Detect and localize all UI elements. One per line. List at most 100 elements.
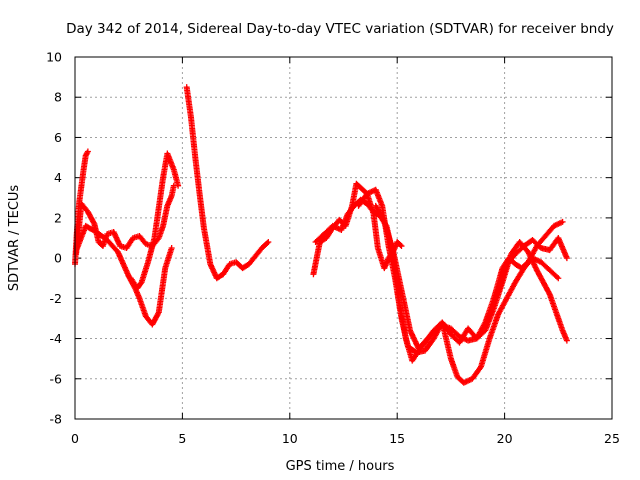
data-point-marker [168,245,175,252]
data-point-marker [482,306,497,334]
data-point-marker [138,260,151,286]
data-point-marker [245,254,258,268]
data-point-marker [426,322,443,340]
data-point-marker [164,150,177,172]
y-tick-label: 10 [46,50,62,65]
x-tick-label: 0 [71,431,79,446]
data-point-marker [563,337,570,344]
data-point-marker [525,249,540,272]
data-point-marker [495,262,510,296]
y-tick-label: -4 [50,331,63,346]
data-point-marker [110,228,123,248]
data-point-marker [338,212,351,233]
chart-title: Day 342 of 2014, Sidereal Day-to-day VTE… [66,21,614,37]
data-point-marker [447,325,462,339]
data-point-marker [312,232,326,246]
data-point-marker [207,261,220,280]
data-point-marker [482,296,497,326]
grid-layer [75,57,612,419]
data-point-marker [104,237,120,254]
data-point-marker [196,190,207,230]
data-point-marker [486,312,501,342]
data-series-trace-h [355,186,562,386]
data-point-marker [136,295,149,318]
data-point-marker [372,202,387,224]
data-point-marker [220,262,232,278]
data-point-marker [555,235,570,260]
data-point-marker [392,275,405,320]
data-point-marker [93,228,109,243]
data-point-marker [398,287,413,332]
data-point-marker [78,168,87,189]
data-point-marker [447,355,460,379]
data-point-marker [407,327,422,351]
data-point-marker [329,222,343,233]
data-point-marker [477,337,493,370]
y-tick-label: -2 [50,291,62,306]
data-point-marker [563,255,570,262]
data-point-marker [344,204,357,217]
data-point-marker [265,239,272,246]
data-point-marker [252,246,264,260]
data-point-marker [538,259,552,273]
data-point-marker [540,279,552,296]
data-point-marker [310,240,323,278]
data-point-marker [239,261,251,272]
data-point-marker [192,154,203,196]
data-point-marker [512,266,527,286]
data-point-marker [213,272,225,282]
data-point-marker [74,224,89,252]
data-series-trace-e [183,84,272,282]
x-tick-label: 15 [389,431,405,446]
y-tick-label: -6 [50,371,63,386]
data-point-marker [82,149,91,159]
data-point-marker [183,84,194,119]
data-point-marker [155,176,166,211]
y-tick-label: 8 [54,90,62,105]
data-point-marker [512,244,526,258]
data-point-marker [503,280,518,302]
y-tick-label: 4 [54,170,62,185]
data-point-marker [381,218,396,252]
data-point-marker [551,219,565,229]
x-axis-label: GPS time / hours [286,459,395,474]
data-point-marker [353,180,363,190]
data-series-trace-i [372,202,570,352]
data-point-marker [422,336,436,354]
data-point-marker [200,224,214,266]
data-point-marker [160,204,171,229]
data-point-marker [84,148,91,155]
data-point-marker [136,232,148,246]
data-point-marker [258,240,271,252]
data-point-marker [155,266,168,316]
data-point-marker [162,246,175,272]
data-point-marker [555,275,562,282]
data-point-marker [78,200,90,214]
data-point-marker [84,208,97,226]
data-point-marker [394,239,404,249]
x-tick-label: 25 [604,431,620,446]
data-point-marker [145,236,158,266]
data-layer [72,84,570,386]
y-tick-label: 0 [54,251,62,266]
data-point-marker [542,224,556,239]
y-tick-label: -8 [50,412,63,427]
data-point-marker [546,267,561,281]
data-point-marker [123,236,136,252]
data-point-marker [398,315,411,349]
data-point-marker [151,206,162,241]
data-point-marker [364,200,376,214]
data-point-marker [364,187,378,197]
data-point-marker [533,267,546,284]
data-point-marker [529,237,543,250]
data-point-marker [398,243,405,250]
x-tick-label: 10 [282,431,298,446]
data-point-marker [495,296,509,318]
y-axis-label: SDTVAR / TECUs [7,185,22,292]
data-point-marker [149,310,162,328]
y-tick-label: 6 [54,130,62,145]
data-point-marker [385,243,398,280]
data-series-trace-b [73,182,177,258]
data-point-marker [316,235,329,246]
